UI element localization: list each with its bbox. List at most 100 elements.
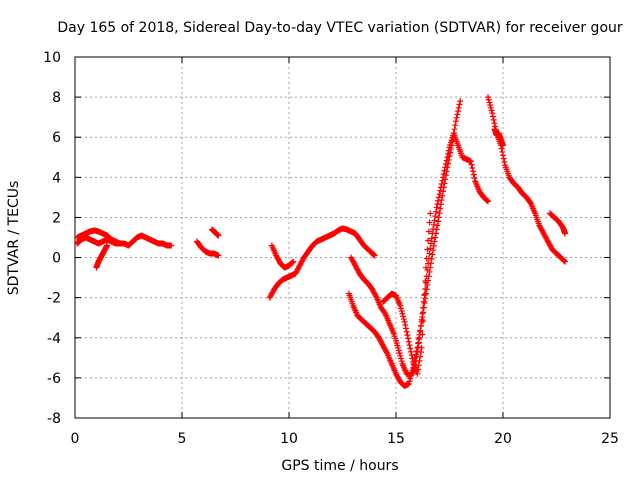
data-point <box>562 258 569 265</box>
data-point <box>468 161 475 168</box>
data-point <box>467 158 474 165</box>
data-point <box>454 111 461 118</box>
series-segment-dip-b <box>348 130 492 379</box>
data-point <box>470 168 477 175</box>
data-point <box>417 349 424 356</box>
x-axis-label: GPS time / hours <box>281 458 398 474</box>
data-point <box>419 310 426 317</box>
data-point <box>436 191 443 198</box>
data-point <box>444 154 451 161</box>
data-point <box>425 260 432 267</box>
data-point <box>484 197 491 204</box>
data-point <box>432 208 439 215</box>
data-point <box>438 181 445 188</box>
y-tick-label: -2 <box>47 291 61 307</box>
data-point <box>418 344 425 351</box>
data-point <box>397 305 404 312</box>
data-point <box>116 240 123 247</box>
data-point <box>395 347 402 354</box>
data-point <box>422 295 429 302</box>
data-point <box>471 175 478 182</box>
data-point <box>397 302 404 309</box>
y-tick-label: -8 <box>47 411 61 427</box>
data-point <box>455 104 462 111</box>
data-point <box>486 99 493 106</box>
data-point <box>453 114 460 121</box>
data-point <box>498 145 505 152</box>
data-point <box>401 318 408 325</box>
series-segment-early-3 <box>93 242 111 271</box>
data-point <box>487 104 494 111</box>
data-point <box>371 252 378 259</box>
data-point <box>215 252 222 259</box>
data-point <box>383 349 390 356</box>
data-point <box>427 210 434 217</box>
data-point <box>419 331 426 338</box>
data-point <box>104 242 111 249</box>
series-segment-late-a <box>485 94 569 265</box>
data-point <box>423 273 430 280</box>
data-point <box>500 152 506 159</box>
data-point <box>290 258 297 265</box>
data-point <box>426 250 433 257</box>
x-tick-label: 25 <box>601 431 619 447</box>
data-point <box>168 242 175 249</box>
series-segment-9h-a <box>266 225 378 301</box>
data-point <box>434 201 441 208</box>
data-point <box>435 214 442 221</box>
data-point <box>470 171 477 178</box>
data-point <box>423 255 430 262</box>
y-axis-label: SDTVAR / TECUs <box>6 181 22 296</box>
y-tick-label: 0 <box>52 251 61 267</box>
data-point <box>485 94 492 101</box>
data-point <box>426 219 433 226</box>
data-point <box>425 237 432 244</box>
data-point <box>429 230 436 237</box>
data-point <box>499 148 506 155</box>
data-point <box>373 293 380 300</box>
series-segment-dip-c <box>380 210 434 377</box>
data-point <box>485 96 492 103</box>
data-point <box>420 318 427 325</box>
data-point <box>415 366 422 373</box>
y-tick-label: -6 <box>47 371 61 387</box>
data-point <box>457 98 464 105</box>
data-point <box>400 313 407 320</box>
data-point <box>427 240 434 247</box>
data-point <box>490 113 497 120</box>
data-point <box>402 325 409 332</box>
data-point <box>440 188 447 195</box>
data-point <box>430 221 437 228</box>
data-point <box>398 308 405 315</box>
series-segment-late-b <box>491 126 506 149</box>
chart-title: Day 165 of 2018, Sidereal Day-to-day VTE… <box>57 20 623 36</box>
data-point <box>396 350 403 357</box>
data-point <box>417 353 424 360</box>
y-tick-label: 10 <box>43 50 61 66</box>
data-point <box>435 218 442 225</box>
y-tick-label: 6 <box>52 130 61 146</box>
data-point <box>405 338 412 345</box>
grid-layer <box>75 57 610 418</box>
x-tick-label: 20 <box>494 431 512 447</box>
data-point <box>442 164 449 171</box>
data-point <box>420 304 427 311</box>
data-point <box>408 352 415 359</box>
data-point <box>488 107 495 114</box>
data-point <box>406 378 413 385</box>
y-tick-label: 8 <box>52 90 61 106</box>
data-point <box>406 342 413 349</box>
y-tick-label: 2 <box>52 210 61 226</box>
data-point <box>432 213 439 220</box>
data-point <box>445 147 452 154</box>
data-point <box>451 126 458 133</box>
series-segment-early-2 <box>74 227 123 247</box>
data-point <box>443 157 450 164</box>
data-point <box>431 217 438 224</box>
data-point <box>433 204 440 211</box>
data-point <box>437 187 444 194</box>
data-point <box>490 116 497 123</box>
data-point <box>452 118 459 125</box>
data-point <box>440 170 447 177</box>
data-point <box>500 142 506 149</box>
